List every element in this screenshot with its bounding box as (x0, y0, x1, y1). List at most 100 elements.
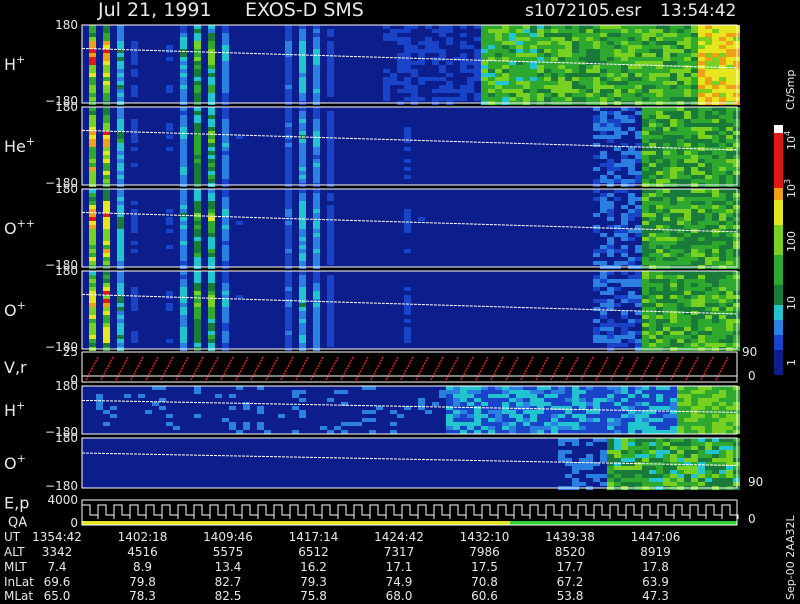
spectrogram-cell (628, 319, 635, 323)
spectrogram-cell (425, 37, 432, 41)
spectrogram-cell (327, 221, 334, 225)
spectrogram-cell (663, 291, 670, 295)
spectrogram-cell (404, 135, 411, 139)
spectrogram-cell (705, 478, 712, 482)
spectrogram-cell (607, 57, 614, 61)
spectrogram-cell (712, 135, 719, 139)
spectrogram-cell (117, 209, 124, 213)
ephemeris-label: MLat (4, 589, 33, 600)
spectrogram-cell (663, 151, 670, 155)
colorbar-label-sup: 4 (783, 131, 792, 136)
spectrogram-cell (285, 283, 292, 287)
spectrogram-cell (691, 189, 698, 193)
spectrogram-cell (663, 167, 670, 171)
spectrogram-cell (313, 45, 320, 49)
spectrogram-cell (663, 49, 670, 53)
spectrogram-cell (180, 73, 187, 77)
spectrogram-cell (117, 189, 124, 193)
spectrogram-cell (404, 139, 411, 143)
spectrogram-cell (460, 69, 467, 73)
spectrogram-cell (194, 81, 201, 85)
spectrogram-cell (299, 123, 306, 127)
spectrogram-cell (89, 65, 96, 69)
spectrogram-cell (684, 422, 691, 426)
spectrogram-cell (327, 147, 334, 151)
spectrogram-cell (89, 97, 96, 101)
spectrogram-cell (705, 426, 712, 430)
spectrogram-cell (166, 217, 173, 221)
spectrogram-cell (502, 85, 509, 89)
spectrogram-cell (551, 394, 558, 398)
spectrogram-cell (691, 386, 698, 390)
spectrogram-cell (579, 97, 586, 101)
spectrogram-cell (222, 245, 229, 249)
spectrogram-cell (684, 450, 691, 454)
spectrogram-cell (607, 53, 614, 57)
spectrogram-cell (600, 386, 607, 390)
spectrogram-cell (607, 73, 614, 77)
spectrogram-cell (103, 53, 110, 57)
spectrogram-cell (726, 245, 733, 249)
spectrogram-cell (502, 69, 509, 73)
spectrogram-cell (621, 233, 628, 237)
spectrogram-cell (194, 69, 201, 73)
spectrogram-cell (677, 390, 684, 394)
spectrogram-cell (684, 319, 691, 323)
spectrogram-cell (495, 414, 502, 418)
spectrogram-cell (712, 454, 719, 458)
spectrogram-cell (698, 275, 705, 279)
spectrogram-cell (698, 386, 705, 390)
spectrogram-cell (194, 257, 201, 261)
spectrogram-cell (719, 418, 726, 422)
spectrogram-cell (404, 406, 411, 410)
spectrogram-cell (642, 402, 649, 406)
spectrogram-cell (649, 454, 656, 458)
spectrogram-cell (649, 197, 656, 201)
spectrogram-cell (698, 323, 705, 327)
spectrogram-cell (285, 339, 292, 343)
spectrogram-cell (726, 151, 733, 155)
spectrogram-cell (593, 85, 600, 89)
spectrogram-cell (467, 390, 474, 394)
axis-bottom-label: −180 (45, 176, 78, 190)
spectrogram-cell (117, 275, 124, 279)
spectrogram-cell (600, 315, 607, 319)
spectrogram-cell (460, 65, 467, 69)
spectrogram-cell (621, 229, 628, 233)
spectrogram-cell (684, 159, 691, 163)
spectrogram-cell (705, 245, 712, 249)
spectrogram-cell (180, 253, 187, 257)
spectrogram-cell (593, 398, 600, 402)
spectrogram-cell (593, 225, 600, 229)
spectrogram-cell (460, 398, 467, 402)
spectrogram-cell (481, 422, 488, 426)
spectrogram-cell (523, 394, 530, 398)
spectrogram-cell (607, 446, 614, 450)
spectrogram-cell (299, 241, 306, 245)
spectrogram-cell (726, 287, 733, 291)
spectrogram-cell (194, 37, 201, 41)
spectrogram-cell (614, 115, 621, 119)
spectrogram-cell (453, 430, 460, 434)
spectrogram-cell (642, 171, 649, 175)
spectrogram-cell (565, 77, 572, 81)
spectrogram-cell (572, 482, 579, 486)
spectrogram-cell (523, 81, 530, 85)
spectrogram-cell (712, 466, 719, 470)
spectrogram-cell (593, 97, 600, 101)
spectrogram-cell (670, 81, 677, 85)
spectrogram-cell (194, 97, 201, 101)
spectrogram-cell (180, 53, 187, 57)
spectrogram-cell (222, 119, 229, 123)
spectrogram-cell (103, 97, 110, 101)
spectrogram-cell (222, 295, 229, 299)
spectrogram-cell (642, 119, 649, 123)
spectrogram-cell (488, 89, 495, 93)
spectrogram-cell (131, 221, 138, 225)
spectrogram-cell (103, 163, 110, 167)
spectrogram-cell (712, 77, 719, 81)
spectrogram-cell (628, 85, 635, 89)
spectrogram-cell (572, 65, 579, 69)
spectrogram-cell (460, 394, 467, 398)
spectrogram-cell (621, 213, 628, 217)
